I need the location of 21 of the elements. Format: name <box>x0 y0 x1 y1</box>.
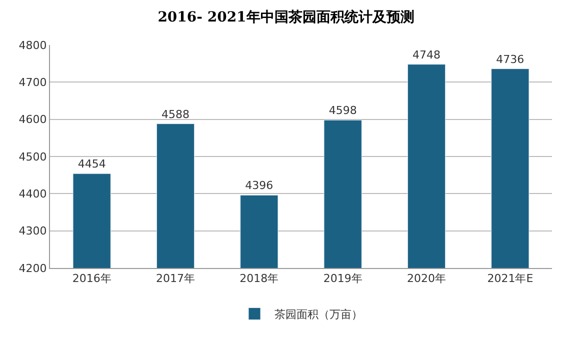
legend-label: 茶园面积（万亩） <box>274 308 362 322</box>
x-tick-label: 2016年 <box>72 272 112 286</box>
data-label: 4736 <box>496 52 524 66</box>
y-tick-label: 4800 <box>18 38 47 52</box>
x-tick-label: 2021年E <box>487 272 534 286</box>
chart-title: 2016- 2021年中国茶园面积统计及预测 <box>158 8 414 26</box>
x-tick-label: 2019年 <box>323 272 362 286</box>
x-tick-label: 2017年 <box>156 272 195 286</box>
y-tick-label: 4700 <box>18 76 47 90</box>
data-label: 4396 <box>245 179 274 192</box>
data-label: 4598 <box>328 104 357 118</box>
y-tick-label: 4500 <box>18 150 47 164</box>
y-tick-label: 4600 <box>18 113 47 126</box>
y-tick-label: 4400 <box>18 188 47 201</box>
data-label: 4454 <box>78 158 106 171</box>
data-label: 4588 <box>162 108 190 121</box>
y-tick-label: 4300 <box>18 224 47 238</box>
x-tick-label: 2018年 <box>240 272 279 286</box>
x-tick-label: 2020年 <box>407 272 446 286</box>
y-tick-label: 4200 <box>18 262 47 275</box>
data-label: 4748 <box>412 48 441 62</box>
